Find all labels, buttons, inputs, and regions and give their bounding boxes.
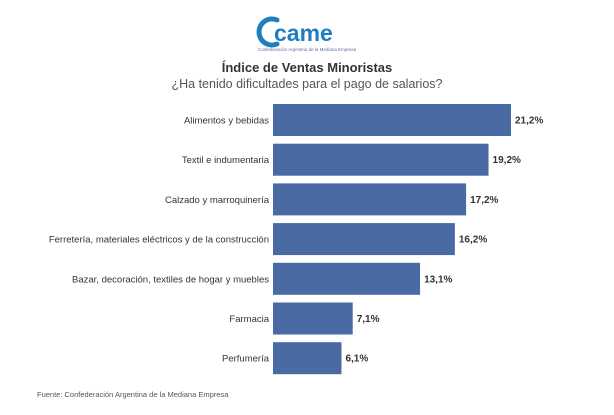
value-label-2: 19,2% bbox=[493, 155, 521, 166]
bar-5 bbox=[273, 262, 421, 295]
logo-subtitle: Confederación Argentina de la Mediana Em… bbox=[257, 47, 357, 52]
category-label-5: Bazar, decoración, textiles de hogar y m… bbox=[72, 274, 269, 285]
category-label-4: Ferretería, materiales eléctricos y de l… bbox=[49, 235, 269, 246]
bar-7 bbox=[273, 342, 342, 375]
bar-4 bbox=[273, 223, 455, 256]
bar-3 bbox=[273, 183, 467, 216]
value-label-5: 13,1% bbox=[424, 274, 452, 285]
category-label-7: Perfumería bbox=[222, 354, 270, 365]
value-label-6: 7,1% bbox=[357, 314, 380, 325]
value-label-1: 21,2% bbox=[515, 116, 543, 127]
value-label-4: 16,2% bbox=[459, 235, 487, 246]
came-logo-wordmark: came bbox=[256, 16, 333, 48]
bar-6 bbox=[273, 302, 353, 335]
chart-title: Índice de Ventas Minoristas bbox=[221, 60, 393, 75]
value-label-7: 6,1% bbox=[345, 354, 368, 365]
category-label-1: Alimentos y bebidas bbox=[184, 116, 269, 127]
bar-1 bbox=[273, 104, 511, 136]
logo-wordmark-text: came bbox=[274, 20, 333, 46]
bar-2 bbox=[273, 143, 489, 176]
chart-subtitle: ¿Ha tenido dificultades para el pago de … bbox=[171, 77, 443, 91]
came-logo: came Confederación Argentina de la Media… bbox=[255, 16, 359, 56]
source-note: Fuente: Confederación Argentina de la Me… bbox=[37, 390, 229, 399]
category-label-2: Textil e indumentaria bbox=[182, 155, 270, 166]
category-label-3: Calzado y marroquinería bbox=[165, 195, 270, 206]
value-label-3: 17,2% bbox=[470, 195, 498, 206]
category-label-6: Farmacia bbox=[229, 314, 269, 325]
